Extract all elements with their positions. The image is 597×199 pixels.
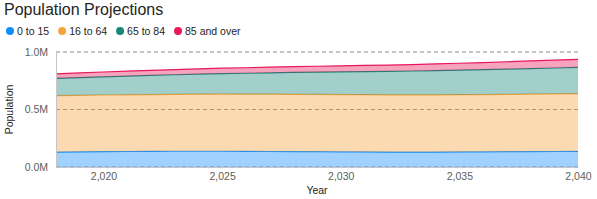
x-tick-label: 2,020: [91, 170, 117, 182]
x-tick: 2,025: [209, 167, 235, 182]
plot-area: [56, 59, 578, 167]
x-axis: 2,020 2,025 2,030 2,035 2,040: [57, 167, 592, 182]
y-tick-label: 1.0M: [25, 46, 48, 58]
x-axis-title: Year: [306, 184, 328, 196]
y-axis-line: [56, 53, 57, 168]
y-tick-label: 0.5M: [25, 103, 48, 115]
area: [56, 94, 578, 152]
x-tick: 2,040: [565, 167, 591, 182]
chart: Population Projections 0 to 15 16 to 64 65 …: [0, 0, 597, 199]
legend: 0 to 15 16 to 64 65 to 84 85 and over: [6, 25, 241, 37]
area-line: [56, 59, 578, 73]
y-axis-title: Population: [3, 85, 15, 135]
grid: [56, 52, 578, 167]
x-tick-label: 2,025: [209, 170, 235, 182]
x-axis-line: [57, 167, 579, 168]
x-tick: 2,030: [328, 167, 354, 182]
title: Population Projections: [4, 1, 163, 18]
x-tick-label: 2,030: [328, 170, 354, 182]
x-tick-label: 2,035: [447, 170, 473, 182]
x-tick: 2,035: [447, 167, 473, 182]
y-axis: 0.0M 0.5M 1.0M: [25, 46, 57, 173]
y-tick: 1.0M: [25, 46, 56, 58]
legend-label: 85 and over: [185, 25, 241, 37]
legend-label: 0 to 15: [17, 25, 49, 37]
y-tick: 0.5M: [25, 103, 56, 115]
legend-marker: [6, 27, 14, 35]
legend-marker: [116, 27, 124, 35]
area: [56, 59, 578, 78]
legend-marker: [174, 27, 182, 35]
legend-label: 65 to 84: [127, 25, 165, 37]
y-tick: 0.0M: [25, 161, 56, 173]
x-tick: 2,020: [91, 167, 117, 182]
grid-line: [56, 52, 578, 53]
area: [56, 151, 578, 167]
legend-label: 16 to 64: [69, 25, 107, 37]
x-tick-label: 2,040: [565, 170, 591, 182]
y-tick-label: 0.0M: [25, 161, 48, 173]
legend-marker: [58, 27, 66, 35]
